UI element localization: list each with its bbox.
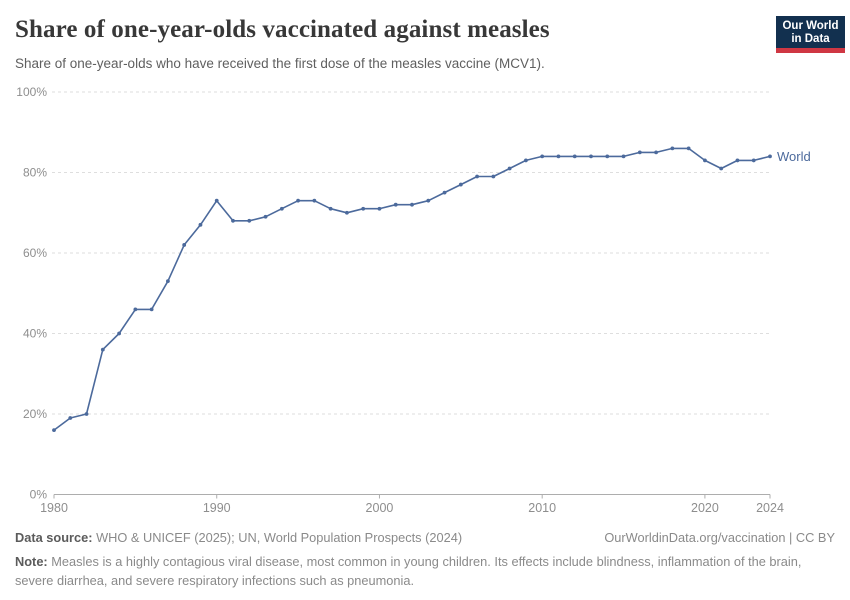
note-text: Measles is a highly contagious viral dis… xyxy=(15,554,802,588)
y-tick-label-100: 100% xyxy=(16,85,47,99)
owid-logo-line2: in Data xyxy=(791,32,830,45)
page-title: Share of one-year-olds vaccinated agains… xyxy=(15,16,550,43)
data-point-2006[interactable] xyxy=(475,174,479,179)
data-point-1990[interactable] xyxy=(214,198,219,203)
data-point-2004[interactable] xyxy=(442,190,447,195)
y-tick-label-0: 0% xyxy=(30,488,48,502)
data-point-2008[interactable] xyxy=(507,166,512,171)
data-point-1995[interactable] xyxy=(296,198,300,203)
license-link[interactable]: OurWorldinData.org/vaccination | CC BY xyxy=(604,530,835,545)
data-point-2014[interactable] xyxy=(605,154,610,159)
data-point-2009[interactable] xyxy=(524,158,528,163)
data-source-label: Data source: xyxy=(15,530,93,545)
data-point-2020[interactable] xyxy=(703,158,707,163)
data-point-2001[interactable] xyxy=(393,202,398,207)
data-point-1997[interactable] xyxy=(328,206,333,211)
data-point-1988[interactable] xyxy=(182,243,187,247)
series-label-world[interactable]: World xyxy=(777,149,811,164)
data-point-2007[interactable] xyxy=(491,174,496,179)
data-point-1982[interactable] xyxy=(84,412,89,416)
y-tick-label-40: 40% xyxy=(23,327,47,341)
note-label: Note: xyxy=(15,554,48,569)
x-tick-label-2024: 2024 xyxy=(756,501,784,515)
data-point-2024[interactable] xyxy=(768,154,772,159)
data-point-2019[interactable] xyxy=(686,146,691,151)
data-point-2000[interactable] xyxy=(377,206,382,211)
data-point-2017[interactable] xyxy=(654,150,658,155)
x-tick-label-2010: 2010 xyxy=(528,501,556,515)
x-tick-label-2000: 2000 xyxy=(366,501,394,515)
data-point-2015[interactable] xyxy=(621,154,626,159)
data-point-2022[interactable] xyxy=(735,158,740,163)
data-point-1994[interactable] xyxy=(279,206,284,211)
data-point-2005[interactable] xyxy=(458,182,463,187)
data-point-2018[interactable] xyxy=(670,146,675,151)
data-point-1984[interactable] xyxy=(117,331,121,336)
line-chart: 0% 20% 40% 60% 80% 100% 1980 1990 2000 2010 2020 20… xyxy=(16,85,811,515)
data-point-1999[interactable] xyxy=(361,206,366,211)
data-point-1998[interactable] xyxy=(345,210,349,215)
y-tick-label-20: 20% xyxy=(23,407,47,421)
data-point-2012[interactable] xyxy=(572,154,577,159)
source-row: Data source: WHO & UNICEF (2025); UN, Wo… xyxy=(15,530,835,550)
data-point-1993[interactable] xyxy=(263,214,268,219)
chart-subtitle: Share of one-year-olds who have received… xyxy=(15,56,545,71)
data-source: Data source: WHO & UNICEF (2025); UN, Wo… xyxy=(15,530,462,545)
owid-logo-line1: Our World xyxy=(782,20,839,32)
data-point-2013[interactable] xyxy=(589,154,593,159)
data-point-1986[interactable] xyxy=(149,307,154,312)
data-line-world[interactable] xyxy=(53,147,771,431)
y-tick-label-80: 80% xyxy=(23,166,47,180)
data-point-1985[interactable] xyxy=(133,307,138,312)
data-point-2010[interactable] xyxy=(540,154,545,159)
x-tick-label-2020: 2020 xyxy=(691,501,719,515)
data-point-1989[interactable] xyxy=(198,222,203,227)
data-point-1992[interactable] xyxy=(247,218,252,223)
data-point-2016[interactable] xyxy=(637,150,642,155)
y-tick-label-60: 60% xyxy=(23,246,47,260)
data-point-1983[interactable] xyxy=(100,347,105,352)
data-point-1991[interactable] xyxy=(231,218,235,223)
data-point-2011[interactable] xyxy=(556,154,561,159)
chart-footer: Data source: WHO & UNICEF (2025); UN, Wo… xyxy=(15,530,835,590)
x-tick-label-1990: 1990 xyxy=(203,501,231,515)
owid-logo[interactable]: Our World in Data xyxy=(776,16,845,53)
data-point-2002[interactable] xyxy=(410,202,414,207)
data-point-1980[interactable] xyxy=(52,428,56,432)
data-point-1981[interactable] xyxy=(68,416,73,420)
chart-note: Note: Measles is a highly contagious vir… xyxy=(15,553,837,590)
data-point-2023[interactable] xyxy=(751,158,756,163)
data-point-1987[interactable] xyxy=(166,279,170,284)
data-source-text: WHO & UNICEF (2025); UN, World Populatio… xyxy=(92,530,463,545)
data-point-1996[interactable] xyxy=(312,198,317,203)
x-tick-label-1980: 1980 xyxy=(40,501,68,515)
data-point-2003[interactable] xyxy=(426,198,431,203)
data-point-2021[interactable] xyxy=(719,166,724,171)
